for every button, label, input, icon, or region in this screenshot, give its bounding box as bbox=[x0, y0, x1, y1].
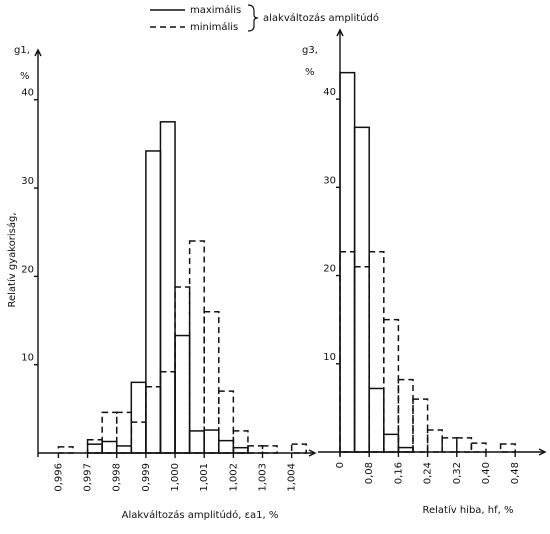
histogram-bar bbox=[368, 387, 385, 453]
histogram-bar bbox=[101, 440, 118, 454]
histogram-bar bbox=[470, 442, 487, 453]
y-title: Relatív gyakoriság, bbox=[6, 212, 18, 307]
y-tick-label: 20 bbox=[323, 264, 336, 275]
histogram-bar bbox=[203, 429, 220, 454]
histogram-bar bbox=[426, 429, 443, 453]
x-tick-label: 0,998 bbox=[112, 463, 123, 492]
y-tick-label: 30 bbox=[21, 176, 34, 187]
histogram-bar bbox=[456, 437, 473, 453]
histogram-bar bbox=[232, 446, 249, 454]
y-unit: % bbox=[20, 71, 30, 82]
legend-label: alakváltozás amplitúdó bbox=[263, 12, 379, 24]
y-unit: % bbox=[305, 67, 315, 78]
histogram-bar bbox=[159, 121, 176, 454]
histogram-bar bbox=[145, 150, 162, 454]
y-tick-label: 40 bbox=[323, 87, 336, 98]
histogram-bar bbox=[247, 445, 264, 454]
y-tick-label: 10 bbox=[323, 352, 336, 363]
histogram-bar bbox=[130, 421, 147, 454]
histogram-bar bbox=[174, 286, 191, 454]
histogram-bar bbox=[339, 250, 356, 453]
y-label: g1, bbox=[14, 45, 30, 56]
histogram-bar bbox=[57, 446, 74, 454]
histogram-bar bbox=[174, 334, 191, 454]
y-axis-arrow bbox=[336, 28, 344, 37]
x-tick-label: 0,997 bbox=[83, 463, 94, 492]
x-axis-arrow bbox=[308, 449, 317, 457]
histogram-bar bbox=[218, 439, 235, 454]
histogram-bar bbox=[218, 390, 235, 454]
x-tick-label: 0,16 bbox=[393, 462, 404, 484]
histogram-bar bbox=[101, 411, 118, 454]
y-label: g3, bbox=[302, 45, 318, 56]
y-tick-label: 40 bbox=[21, 88, 34, 99]
legend-entry: minimális bbox=[190, 21, 238, 33]
x-tick-label: 1,001 bbox=[199, 463, 210, 492]
histogram-bar bbox=[412, 398, 429, 453]
histogram-bar bbox=[145, 386, 162, 454]
x-axis-arrow bbox=[538, 448, 547, 456]
histogram-bar bbox=[203, 310, 220, 454]
y-tick-label: 30 bbox=[323, 175, 336, 186]
x-tick-label: 0,40 bbox=[481, 462, 492, 484]
x-tick-label: 0,996 bbox=[53, 463, 64, 492]
x-tick-label: 0,48 bbox=[510, 462, 521, 484]
x-tick-label: 0,24 bbox=[423, 462, 434, 484]
histogram-bar bbox=[232, 430, 249, 454]
x-tick-label: 0,32 bbox=[452, 462, 463, 484]
histogram-bar bbox=[353, 126, 370, 453]
histogram-bar bbox=[159, 371, 176, 454]
histogram-bar bbox=[353, 265, 370, 453]
histogram-bar bbox=[383, 318, 400, 453]
histogram-bar bbox=[130, 381, 147, 454]
histogram-bar bbox=[115, 411, 133, 454]
x-tick-label: 0,999 bbox=[141, 463, 152, 492]
histogram-bar bbox=[383, 433, 400, 453]
histogram-bar bbox=[397, 378, 414, 453]
x-label: Relatív hiba, hf, % bbox=[422, 504, 513, 516]
x-tick-label: 0,08 bbox=[364, 462, 375, 484]
legend-brace bbox=[247, 4, 259, 32]
histogram-bar bbox=[339, 71, 356, 453]
y-tick-label: 10 bbox=[21, 353, 34, 364]
x-tick-label: 1,002 bbox=[228, 463, 239, 492]
histogram-bar bbox=[86, 439, 103, 454]
histogram-bar bbox=[261, 445, 278, 454]
x-label: Alakváltozás amplitúdó, εa1, % bbox=[122, 509, 279, 521]
histogram-bar bbox=[86, 443, 103, 454]
histogram-bar bbox=[290, 443, 308, 454]
x-tick-label: 0 bbox=[335, 462, 346, 468]
histogram-bar bbox=[188, 240, 205, 454]
histogram-bar bbox=[499, 443, 516, 453]
y-tick-label: 20 bbox=[21, 264, 34, 275]
histogram-bar bbox=[441, 437, 458, 453]
x-tick-label: 1,000 bbox=[170, 463, 181, 492]
x-tick-label: 1,003 bbox=[258, 463, 269, 492]
y-axis-arrow bbox=[34, 48, 42, 57]
x-tick-label: 1,004 bbox=[287, 463, 298, 492]
legend-entry: maximális bbox=[190, 4, 241, 16]
histogram-bar bbox=[368, 250, 385, 453]
histogram-bar bbox=[115, 445, 133, 454]
histogram-bar bbox=[188, 430, 205, 454]
